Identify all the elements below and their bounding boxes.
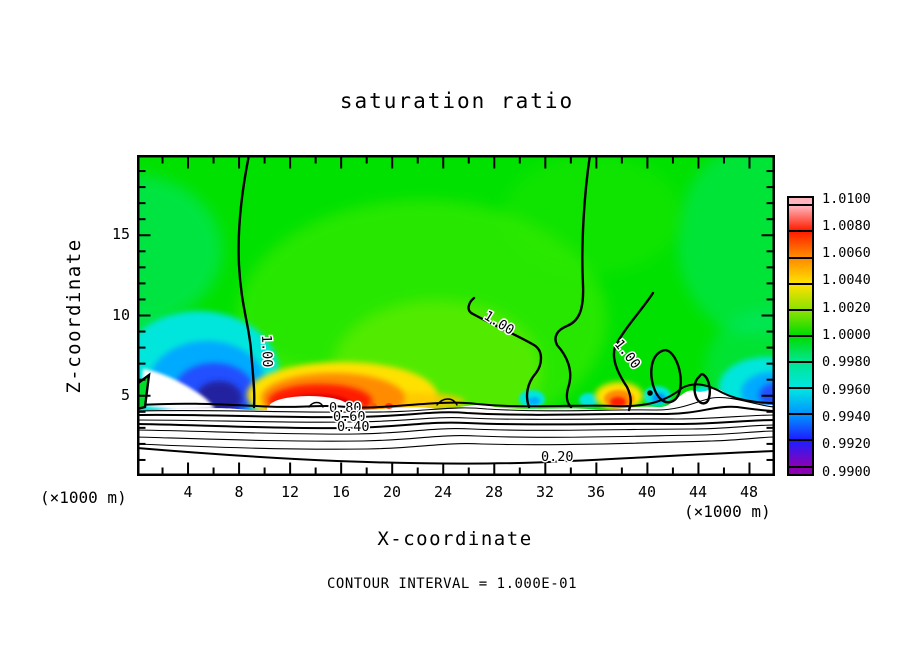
colorbar-tick-label: 0.9940 bbox=[822, 408, 871, 425]
sub-cloud-contour-lines bbox=[137, 383, 775, 465]
axis-tick-marks bbox=[139, 157, 773, 474]
colorbar-cell bbox=[789, 334, 812, 362]
colorbar-tick-label: 1.0040 bbox=[822, 272, 871, 289]
x-tick-label: 24 bbox=[433, 483, 453, 501]
colorbar-tick-label: 0.9900 bbox=[822, 463, 871, 480]
colorbar-cells bbox=[789, 198, 812, 474]
colorbar-tick-label: 1.0100 bbox=[822, 190, 871, 207]
colorbar bbox=[787, 196, 814, 476]
x-axis-unit-note-left: (×1000 m) bbox=[40, 488, 127, 507]
x-tick-label: 16 bbox=[331, 483, 351, 501]
colorbar-tick-label: 0.9960 bbox=[822, 381, 871, 398]
x-tick-label: 4 bbox=[183, 483, 193, 501]
colorbar-cell bbox=[789, 413, 812, 440]
contour-label-0.40: 0.40 bbox=[337, 419, 370, 435]
z-tick-label: 5 bbox=[120, 386, 130, 404]
contour-interval-note: CONTOUR INTERVAL = 1.000E-01 bbox=[326, 576, 578, 592]
contour-label-0.60: 0.60 bbox=[333, 409, 366, 425]
colorbar-cell bbox=[789, 230, 812, 257]
x-tick-label: 40 bbox=[637, 483, 657, 501]
x-tick-label: 20 bbox=[382, 483, 402, 501]
colorbar-tick-label: 0.9980 bbox=[822, 354, 871, 371]
z-axis-title: Z-coordinate bbox=[63, 238, 85, 394]
colorbar-cell bbox=[789, 282, 812, 309]
x-tick-label: 48 bbox=[739, 483, 759, 501]
colorbar-cap-top bbox=[789, 198, 812, 205]
x-tick-label: 8 bbox=[234, 483, 244, 501]
x-tick-label: 12 bbox=[280, 483, 300, 501]
colorbar-cell bbox=[789, 204, 812, 231]
x-tick-label: 32 bbox=[535, 483, 555, 501]
colorbar-tick-label: 1.0000 bbox=[822, 327, 871, 343]
plot-frame bbox=[137, 155, 775, 476]
colorbar-cell bbox=[789, 308, 812, 335]
contour-label-0.20: 0.20 bbox=[541, 449, 574, 465]
colorbar-cap-bottom bbox=[789, 465, 812, 474]
colorbar-cell bbox=[789, 361, 812, 388]
colorbar-cell bbox=[789, 387, 812, 414]
contour-plot: 1.00 1.00 1.00 0.80 0.60 0.40 0.20 bbox=[137, 155, 775, 476]
unity-saturation-contours bbox=[137, 155, 711, 412]
x-tick-label: 28 bbox=[484, 483, 504, 501]
plot-title: saturation ratio bbox=[339, 89, 575, 113]
colorbar-cell bbox=[789, 439, 812, 466]
blue-subsaturation-fan-left bbox=[137, 311, 279, 435]
z-tick-label: 15 bbox=[111, 225, 130, 243]
contour-label-0.80: 0.80 bbox=[329, 400, 362, 416]
colorbar-tick-label: 1.0020 bbox=[822, 299, 871, 316]
x-tick-label: 44 bbox=[688, 483, 708, 501]
colorbar-tick-label: 0.9920 bbox=[822, 436, 871, 453]
z-tick-label: 10 bbox=[111, 306, 130, 324]
colorbar-tick-label: 1.0060 bbox=[822, 245, 871, 262]
contour-label-1.00-left: 1.00 bbox=[258, 335, 275, 368]
x-axis-title: X-coordinate bbox=[377, 528, 533, 550]
colorbar-labels: 1.0100 1.0080 1.0060 1.0040 1.0020 1.0000 0.99… bbox=[822, 191, 892, 479]
colorbar-tick-label: 1.0080 bbox=[822, 217, 871, 234]
colorbar-cell bbox=[789, 256, 812, 283]
x-tick-label: 36 bbox=[586, 483, 606, 501]
x-axis-unit-note-right: (×1000 m) bbox=[684, 502, 771, 521]
